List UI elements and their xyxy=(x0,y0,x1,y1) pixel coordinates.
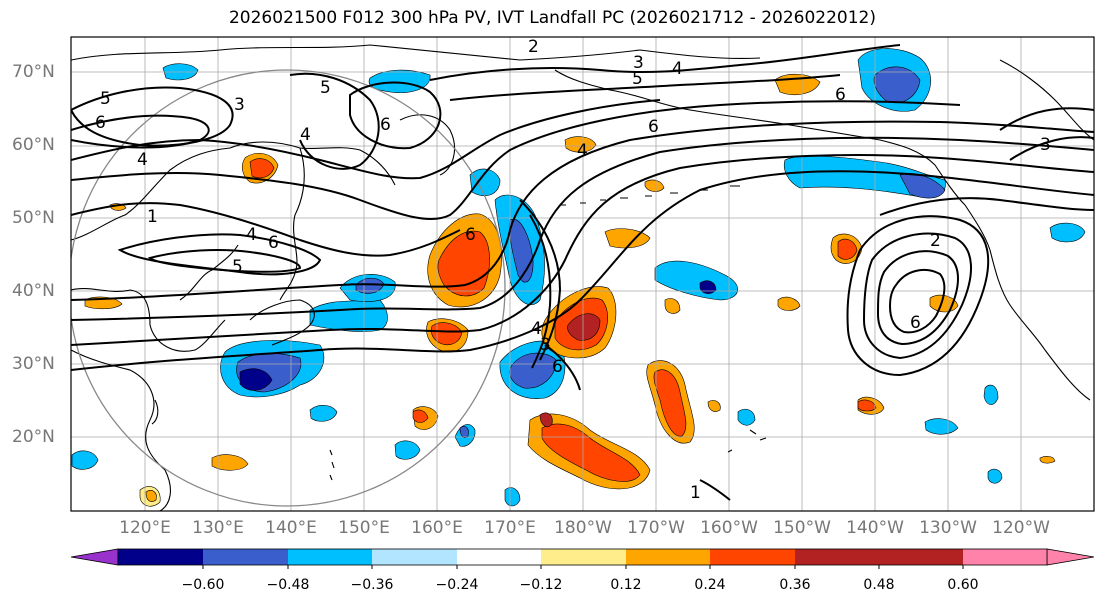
colorbar-bin xyxy=(203,549,288,565)
lon-label: 150°W xyxy=(773,518,831,538)
colorbar-bin xyxy=(710,549,795,565)
colorbar-tick-label: −0.48 xyxy=(266,577,310,593)
contour-label: 3 xyxy=(1040,135,1051,155)
lon-label: 160°W xyxy=(700,518,758,538)
contour-label: 5 xyxy=(632,69,643,89)
lon-label: 130°E xyxy=(192,518,244,538)
lat-label: 50°N xyxy=(12,208,55,228)
colorbar-tick-label: 0.36 xyxy=(779,577,811,593)
colorbar-bin xyxy=(879,549,963,565)
lon-label: 180°W xyxy=(554,518,612,538)
colorbar-bin xyxy=(795,549,879,565)
contour-label: 5 xyxy=(232,257,243,277)
contour-label: 3 xyxy=(234,95,245,115)
contour-label: 1 xyxy=(690,483,701,503)
contour-label: 1 xyxy=(147,207,158,227)
colorbar-bin xyxy=(118,549,203,565)
lat-label: 40°N xyxy=(12,281,55,301)
contour-labels: 5 6 4 3 5 4 5 6 3 6 4 6 6 4 5 4 6 3 6 2 … xyxy=(95,37,1051,503)
colorbar-tick-label: −0.24 xyxy=(435,577,479,593)
lat-label: 30°N xyxy=(12,354,55,374)
map-frame xyxy=(70,36,1095,512)
lon-label: 150°E xyxy=(338,518,390,538)
lon-label: 170°E xyxy=(484,518,536,538)
lat-label: 60°N xyxy=(12,135,55,155)
colorbar-bin xyxy=(457,549,541,565)
contour-label: 6 xyxy=(910,313,921,333)
map-title: 2026021500 F012 300 hPa PV, IVT Landfall… xyxy=(228,8,876,28)
contour-label: 4 xyxy=(672,59,683,79)
contour-label: 2 xyxy=(930,231,941,251)
lon-label: 120°E xyxy=(119,518,171,538)
lat-label: 20°N xyxy=(12,427,55,447)
colorbar-tick-label: 0.48 xyxy=(863,577,895,593)
contour-label: 4 xyxy=(137,150,148,170)
contour-label: 6 xyxy=(552,357,563,377)
lon-label: 130°W xyxy=(919,518,977,538)
contour-label: 2 xyxy=(528,37,539,57)
colorbar-bin xyxy=(372,549,457,565)
lon-label: 120°W xyxy=(992,518,1050,538)
contour-label: 6 xyxy=(465,225,476,245)
contour-label: 6 xyxy=(95,113,106,133)
contour-label: 6 xyxy=(380,115,391,135)
colorbar-tick-label: −0.12 xyxy=(519,577,563,593)
colorbar-bin xyxy=(963,549,1047,565)
contour-label: 4 xyxy=(246,225,257,245)
colorbar-bin xyxy=(288,549,372,565)
contour-label: 3 xyxy=(540,335,551,355)
contour-label: 5 xyxy=(320,78,331,98)
lat-label: 70°N xyxy=(12,62,55,82)
contour-label: 6 xyxy=(835,85,846,105)
contour-label: 5 xyxy=(100,89,111,109)
colorbar-tick-label: −0.60 xyxy=(181,577,225,593)
contour-label: 4 xyxy=(300,125,311,145)
colorbar-bin xyxy=(541,549,626,565)
lon-label: 170°W xyxy=(627,518,685,538)
contour-label: 4 xyxy=(577,141,588,161)
colorbar-tick-label: 0.24 xyxy=(694,577,726,593)
lon-label: 160°E xyxy=(411,518,463,538)
lon-label: 140°E xyxy=(265,518,317,538)
colorbar-tick-label: 0.60 xyxy=(947,577,979,593)
pv-contours xyxy=(71,44,1094,501)
colorbar-extend-max xyxy=(1046,548,1095,566)
contour-label: 3 xyxy=(633,53,644,73)
range-circle xyxy=(71,69,506,507)
colorbar-tick-label: −0.36 xyxy=(350,577,394,593)
colorbar-tick-label: 0.12 xyxy=(610,577,642,593)
contour-label: 4 xyxy=(531,319,542,339)
contour-label: 6 xyxy=(648,117,659,137)
lon-label: 140°W xyxy=(846,518,904,538)
colorbar-bin xyxy=(626,549,710,565)
contour-label: 6 xyxy=(268,233,279,253)
colorbar-extend-min xyxy=(70,548,119,566)
